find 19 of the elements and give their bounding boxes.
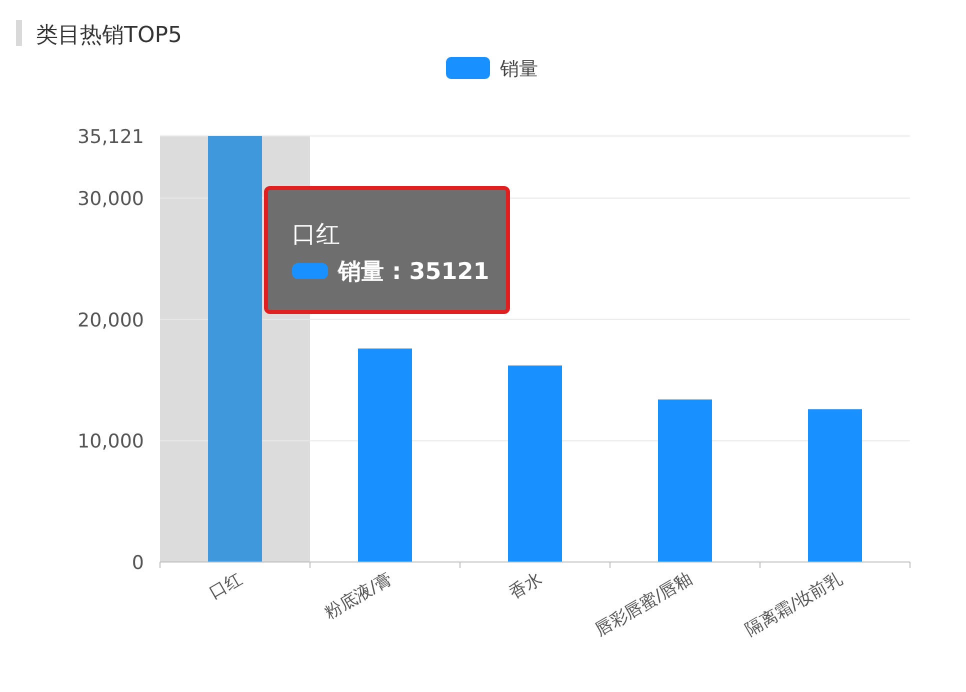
chart-title: 类目热销TOP5 xyxy=(36,23,182,48)
y-tick-label: 30,000 xyxy=(78,188,144,210)
x-tick-label: 隔离霜/妆前乳 xyxy=(742,569,846,640)
tooltip: 口红 销量 : 35121 xyxy=(264,186,510,314)
x-tick-label: 香水 xyxy=(506,569,546,604)
x-tick-label: 唇彩唇蜜/唇釉 xyxy=(592,569,696,640)
annotation: 口红 xyxy=(292,220,340,248)
y-tick-label: 35,121 xyxy=(78,126,144,148)
bar xyxy=(658,399,712,562)
bar xyxy=(808,409,862,562)
x-tick-label: 口红 xyxy=(206,569,246,604)
y-tick-label: 20,000 xyxy=(78,309,144,332)
annotation: 销量 : 35121 xyxy=(337,259,490,285)
y-tick-label: 10,000 xyxy=(78,430,144,453)
y-tick-label: 0 xyxy=(132,552,144,574)
x-tick-label: 粉底液/膏 xyxy=(322,569,396,624)
bar xyxy=(358,348,412,562)
legend-label: 销量 xyxy=(499,58,538,80)
bar xyxy=(508,366,562,562)
